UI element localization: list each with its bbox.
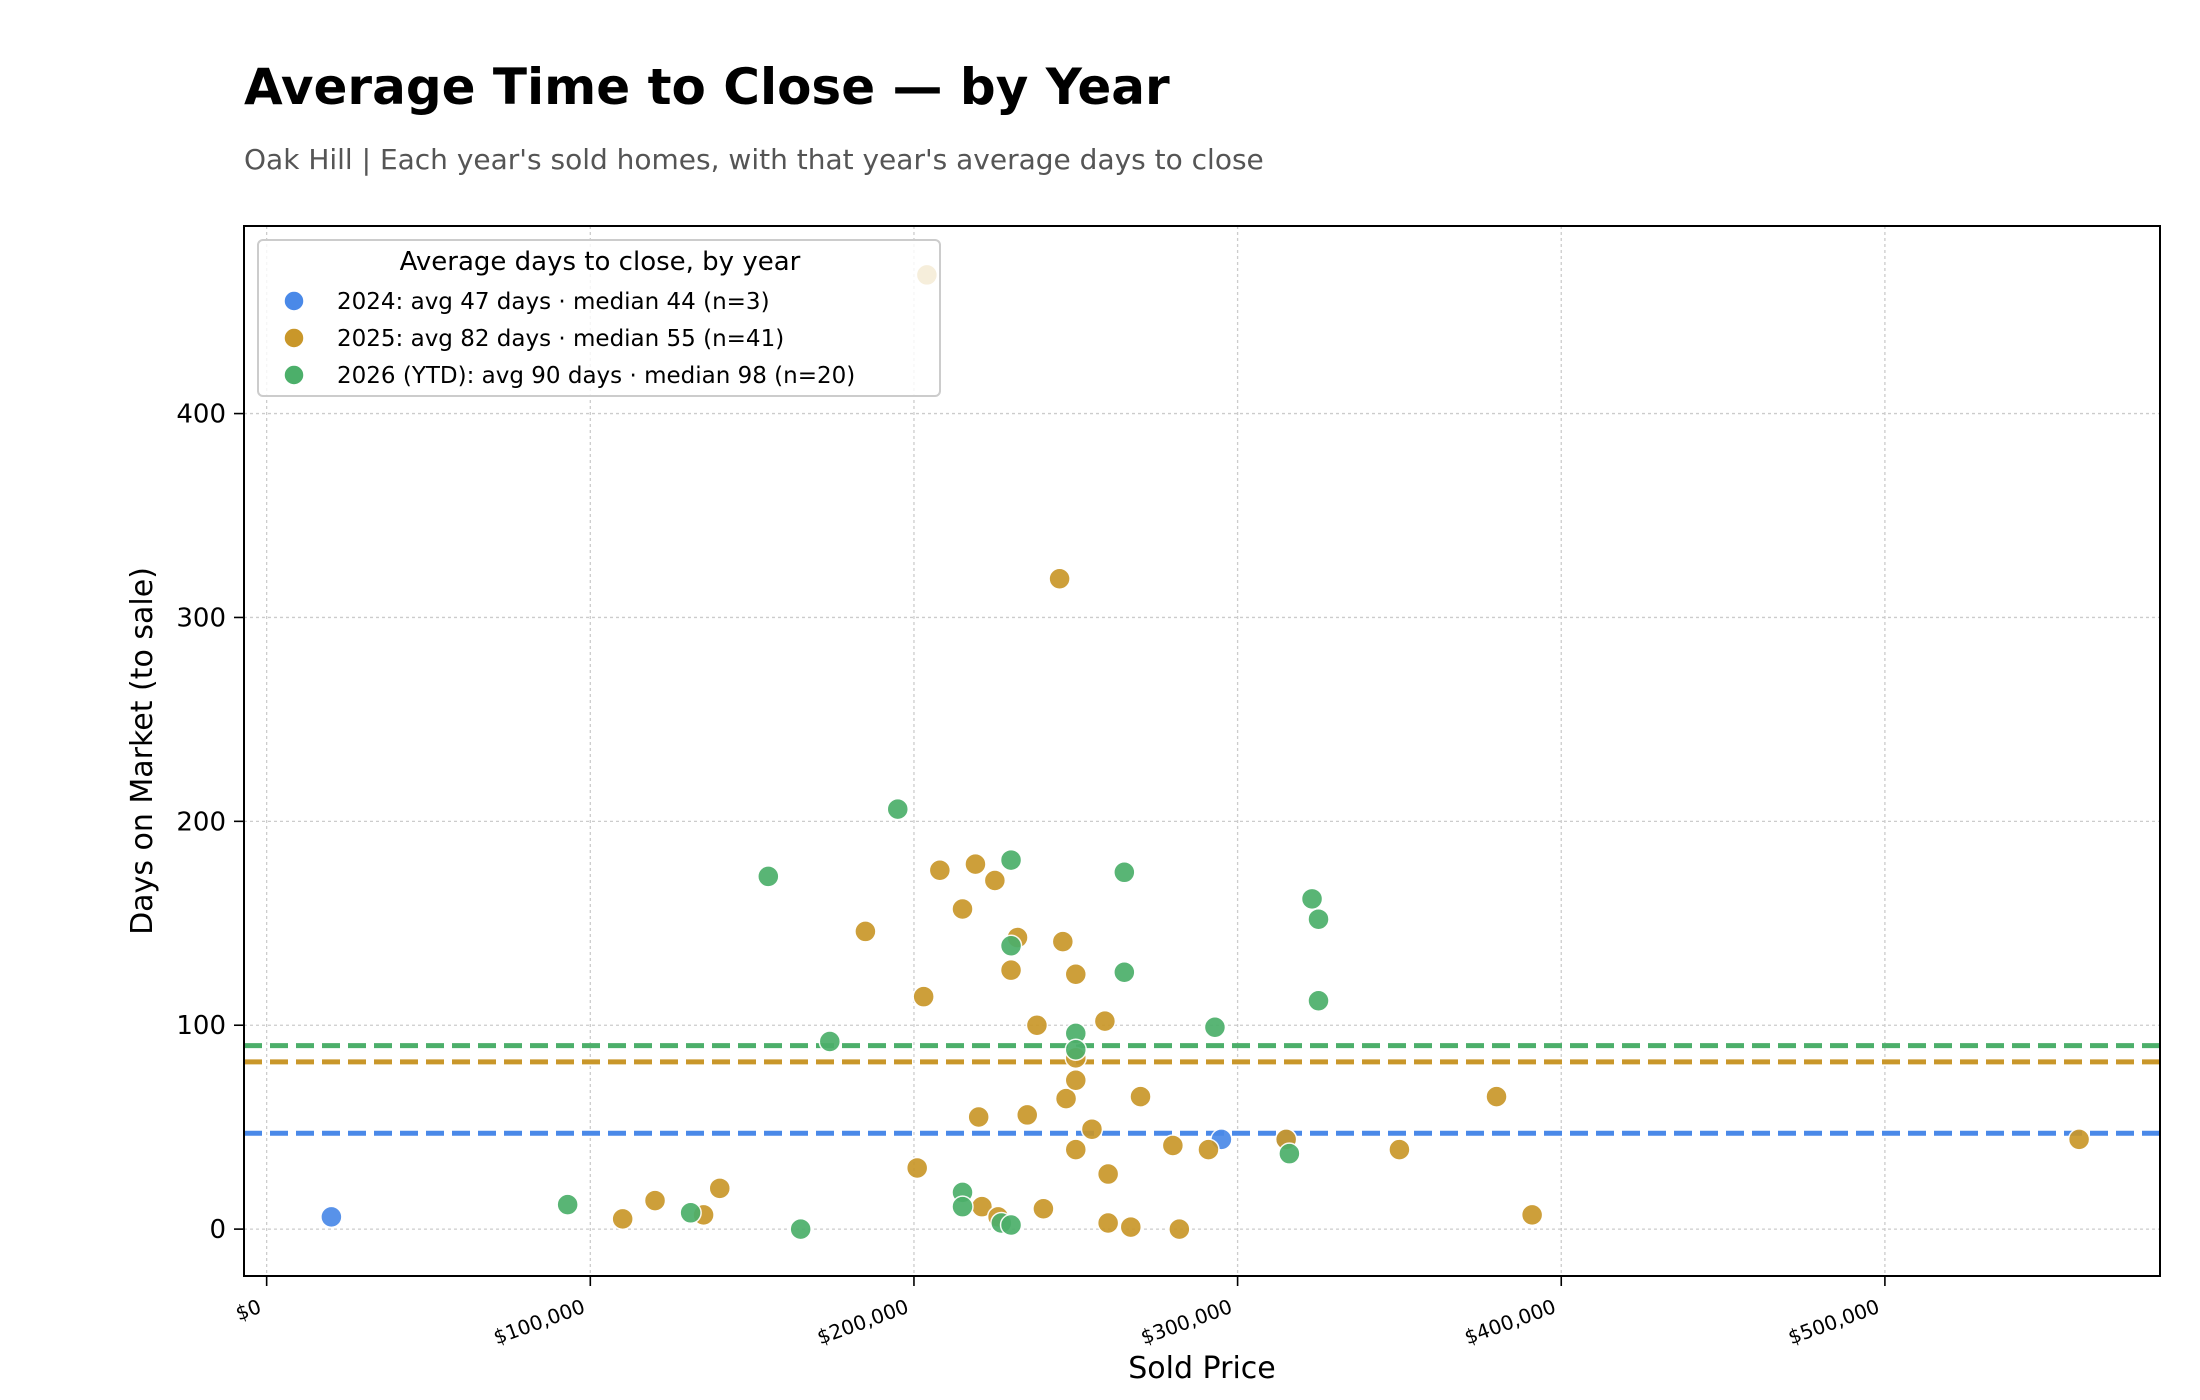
y-tick-label: 300 (176, 603, 226, 633)
data-point-series-1 (983, 869, 1007, 892)
legend-marker-series-2 (283, 364, 305, 386)
chart-title: Average Time to Close — by Year (244, 58, 1170, 116)
data-point-series-2 (886, 797, 910, 821)
data-point-series-2 (1064, 1038, 1088, 1061)
data-point-series-1 (1032, 1197, 1055, 1220)
data-point-series-1 (2067, 1128, 2091, 1151)
data-point-series-1 (1064, 1069, 1088, 1092)
y-tick-label: 400 (176, 400, 226, 430)
x-tick-label: $300,000 (1137, 1294, 1235, 1349)
data-point-series-1 (611, 1207, 634, 1231)
data-point-series-2 (679, 1201, 702, 1225)
chart-subtitle: Oak Hill | Each year's sold homes, with … (244, 143, 1264, 176)
data-point-series-1 (1388, 1138, 1411, 1161)
data-point-series-2 (951, 1195, 974, 1218)
legend-marker-series-1 (283, 327, 305, 349)
data-point-series-2 (999, 934, 1023, 957)
data-point-series-1 (951, 897, 974, 921)
x-tick-label: $0 (232, 1294, 264, 1325)
data-point-series-1 (1015, 1103, 1039, 1127)
data-point-series-2 (1113, 861, 1136, 884)
data-point-series-1 (1054, 1087, 1078, 1110)
data-point-series-1 (1119, 1215, 1143, 1239)
data-point-series-1 (928, 859, 952, 882)
data-point-series-2 (818, 1030, 842, 1053)
data-point-series-2 (757, 865, 780, 888)
data-point-series-1 (1520, 1203, 1544, 1227)
data-point-series-2 (789, 1217, 812, 1241)
data-point-series-1 (1168, 1217, 1191, 1241)
legend-box (257, 239, 941, 397)
data-point-series-2 (999, 1213, 1023, 1237)
legend-label-series-1: 2025: avg 82 days · median 55 (n=41) (337, 326, 784, 352)
data-point-series-1 (1485, 1085, 1508, 1108)
data-point-series-1 (1197, 1138, 1220, 1161)
data-point-series-1 (1161, 1134, 1185, 1157)
y-tick-label: 200 (176, 807, 226, 837)
y-tick-label: 100 (176, 1011, 226, 1041)
data-point-series-2 (1113, 960, 1136, 984)
legend-label-series-2: 2026 (YTD): avg 90 days · median 98 (n=2… (337, 363, 855, 389)
data-point-series-1 (1048, 567, 1071, 590)
x-tick-label: $100,000 (490, 1294, 588, 1349)
plot-frame (243, 225, 2161, 1277)
data-point-series-1 (905, 1156, 929, 1180)
data-point-series-1 (964, 852, 987, 876)
x-tick-label: $500,000 (1785, 1294, 1883, 1349)
data-point-series-1 (1096, 1211, 1120, 1235)
data-point-series-1 (1064, 963, 1088, 986)
legend: Average days to close, by year 2024: avg … (257, 239, 941, 397)
legend-label-series-0: 2024: avg 47 days · median 44 (n=3) (337, 289, 770, 315)
legend-title: Average days to close, by year (400, 247, 801, 277)
data-point-series-1 (1080, 1117, 1104, 1141)
data-point-series-2 (1203, 1016, 1227, 1039)
axes: $0 $100,000 $200,000 $300,000 $400,000 $500,0… (176, 400, 1886, 1349)
data-point-series-0 (320, 1205, 343, 1229)
data-point-series-1 (1064, 1138, 1088, 1161)
x-tick-label: $200,000 (814, 1294, 912, 1349)
data-point-series-1 (854, 920, 877, 943)
data-points (320, 263, 2091, 1241)
data-point-series-1 (967, 1105, 990, 1129)
data-point-series-1 (1025, 1013, 1049, 1037)
data-point-series-2 (1278, 1142, 1301, 1165)
data-point-series-1 (1129, 1085, 1152, 1108)
y-axis-label: Days on Market (to sale) (125, 567, 160, 935)
data-point-series-2 (556, 1193, 579, 1216)
x-axis-label: Sold Price (1128, 1351, 1276, 1386)
legend-marker-series-0 (283, 290, 305, 312)
data-point-series-1 (1051, 930, 1075, 953)
data-point-series-1 (643, 1189, 667, 1212)
data-point-series-1 (912, 985, 935, 1008)
data-point-series-2 (1307, 907, 1330, 931)
data-point-series-2 (999, 848, 1023, 872)
data-point-series-1 (1096, 1162, 1120, 1186)
data-point-series-2 (1307, 989, 1330, 1013)
y-tick-label: 0 (209, 1215, 226, 1245)
data-point-series-1 (708, 1177, 732, 1200)
data-point-series-1 (999, 958, 1023, 982)
average-lines (244, 1043, 2160, 1136)
data-point-series-2 (1300, 887, 1324, 911)
grid (244, 226, 2160, 1276)
data-point-series-1 (1093, 1009, 1117, 1033)
x-tick-label: $400,000 (1461, 1294, 1559, 1349)
